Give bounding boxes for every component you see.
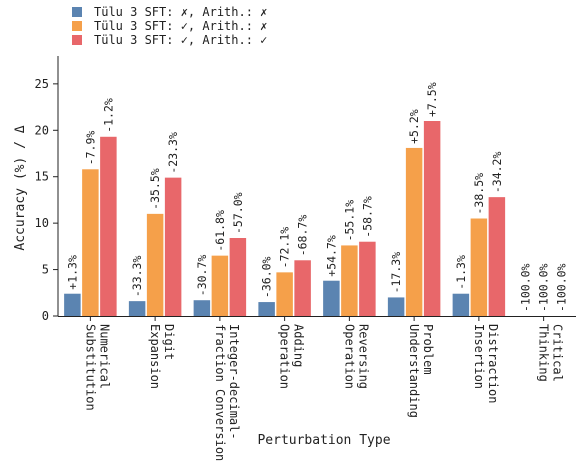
bar-value-label: -33.3% <box>130 256 144 298</box>
bar <box>128 301 146 316</box>
bars <box>64 121 506 316</box>
bar-value-label: -7.9% <box>83 131 97 166</box>
x-tick-label: Operation <box>278 324 292 389</box>
bar-labels: +1.3%-7.9%-1.2%-33.3%-35.5%-23.3%-30.7%-… <box>65 82 568 312</box>
bar <box>146 213 164 316</box>
bar-value-label: -100.0% <box>537 263 551 312</box>
legend-swatch <box>72 7 82 17</box>
bar-value-label: -38.5% <box>472 173 486 215</box>
bar <box>387 297 405 316</box>
bar-value-label: -34.2% <box>490 152 504 194</box>
bar-value-label: -61.8% <box>213 210 227 252</box>
legend-swatch <box>72 35 82 45</box>
x-tick-label: Adding <box>292 324 306 367</box>
y-tick-label: 10 <box>35 216 49 230</box>
bar <box>276 272 293 316</box>
bar <box>100 136 117 316</box>
bar-value-label: -1.2% <box>101 98 115 133</box>
bar-value-label: -72.1% <box>278 227 292 269</box>
bar <box>193 300 211 316</box>
x-tick-label: Integer-decimal- <box>227 324 241 440</box>
x-tick-label: Substitution <box>83 324 97 411</box>
bar <box>323 280 340 316</box>
y-tick-label: 0 <box>42 309 49 323</box>
y-tick-label: 20 <box>35 123 49 137</box>
bar <box>488 197 506 316</box>
bar <box>405 147 423 316</box>
bar <box>164 177 182 316</box>
bar-value-label: -55.1% <box>342 200 356 242</box>
bar <box>470 218 488 316</box>
bar-value-label: -1.3% <box>454 255 468 290</box>
y-tick-label: 15 <box>35 170 49 184</box>
bar <box>82 169 99 316</box>
legend-label: Tülu 3 SFT: ✓, Arith.: ✗ <box>94 19 267 33</box>
x-tick-label: Digit <box>162 324 176 360</box>
bar-value-label: -68.7% <box>296 215 310 257</box>
x-tick-label: Thinking <box>537 324 551 382</box>
bar <box>211 255 229 316</box>
bar-value-label: -57.0% <box>231 192 245 234</box>
y-tick-label: 25 <box>35 77 49 91</box>
x-tick-label: Distraction <box>486 324 500 403</box>
legend-label: Tülu 3 SFT: ✓, Arith.: ✓ <box>94 33 267 47</box>
bar <box>294 260 311 316</box>
bar-value-label: -23.3% <box>166 132 180 174</box>
y-axis: 0 5 10 15 20 25 <box>35 56 59 323</box>
bar-value-label: +1.3% <box>65 255 79 290</box>
bar <box>359 241 376 316</box>
x-tick-label: fraction Conversion <box>213 324 227 461</box>
bar-value-label: -100.0% <box>555 263 569 312</box>
x-tick-label: Expansion <box>148 324 162 389</box>
x-tick-label: Insertion <box>472 324 486 389</box>
bar-value-label: -58.7% <box>360 196 374 238</box>
bar-value-label: +5.2% <box>407 109 421 144</box>
bar <box>452 293 470 316</box>
bar <box>341 245 358 316</box>
legend-swatch <box>72 21 82 31</box>
bar-value-label: +7.5% <box>425 82 439 117</box>
bar-value-label: -35.5% <box>148 168 162 210</box>
bar-value-label: -17.3% <box>389 252 403 294</box>
x-tick-label: Critical <box>551 324 565 382</box>
bar <box>229 238 247 316</box>
bar-value-label: -100.0% <box>519 263 533 312</box>
legend-label: Tülu 3 SFT: ✗, Arith.: ✗ <box>94 5 267 19</box>
bar-value-label: +54.7% <box>324 235 338 277</box>
bar <box>423 121 441 316</box>
x-tick-label: Numerical <box>97 324 111 389</box>
x-tick-label: Understanding <box>407 324 421 418</box>
bar-value-label: -36.0% <box>260 256 274 298</box>
bar <box>258 302 275 316</box>
y-axis-label: Accuracy (%) / Δ <box>13 125 28 250</box>
bar <box>64 293 81 316</box>
legend: Tülu 3 SFT: ✗, Arith.: ✗Tülu 3 SFT: ✓, A… <box>72 5 267 47</box>
x-axis-label: Perturbation Type <box>257 433 390 448</box>
y-tick-label: 5 <box>42 263 49 277</box>
x-tick-label: Problem <box>421 324 435 375</box>
bar-value-label: -30.7% <box>195 255 209 297</box>
x-tick-label: Reversing <box>356 324 370 389</box>
x-tick-label: Operation <box>342 324 356 389</box>
